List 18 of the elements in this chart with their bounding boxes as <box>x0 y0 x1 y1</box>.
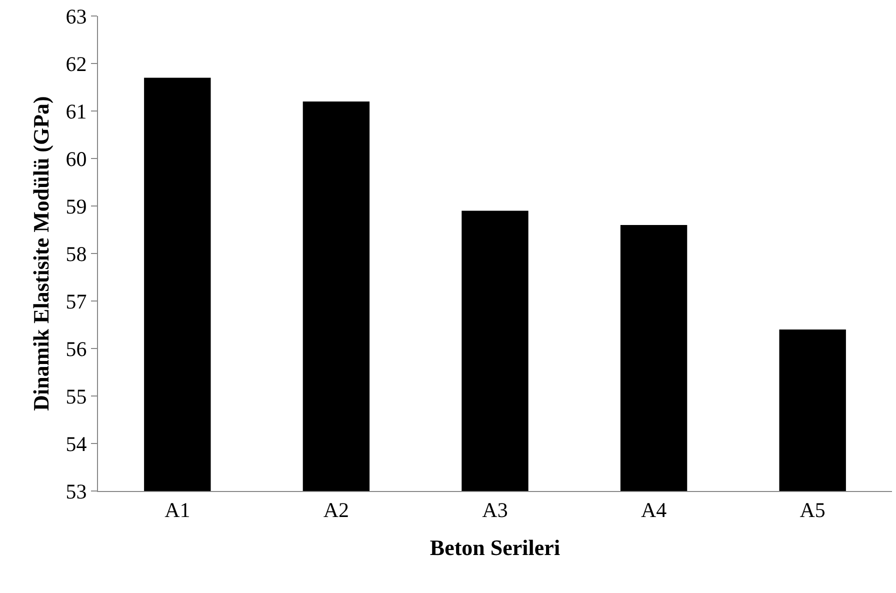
y-tick-label: 60 <box>66 146 87 171</box>
x-tick-label: A1 <box>164 498 190 522</box>
x-tick-label: A4 <box>640 498 668 522</box>
y-tick-label: 57 <box>66 289 87 314</box>
y-tick-label: 62 <box>66 52 87 76</box>
x-axis-title: Beton Serileri <box>430 535 560 560</box>
x-tick-label: A5 <box>800 498 826 522</box>
y-tick-label: 59 <box>66 194 87 218</box>
y-tick-label: 53 <box>66 479 87 504</box>
y-axis-title: Dinamik Elastisite Modülü (GPa) <box>28 96 54 411</box>
y-tick-label: 54 <box>66 432 88 456</box>
y-tick-label: 63 <box>66 4 87 28</box>
y-tick-label: 58 <box>66 242 87 266</box>
y-tick-label: 56 <box>66 336 87 361</box>
x-tick-label: A3 <box>482 498 508 522</box>
x-tick-label: A2 <box>323 498 350 522</box>
y-tick-label: 55 <box>66 384 87 408</box>
y-tick-label: 61 <box>66 99 87 124</box>
